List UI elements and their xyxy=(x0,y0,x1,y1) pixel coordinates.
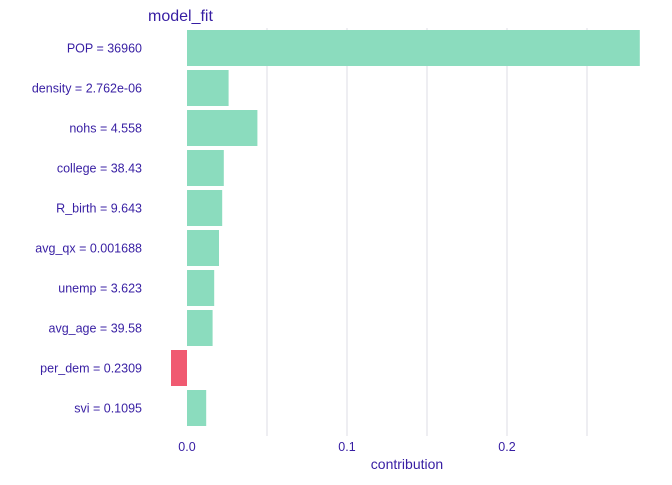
x-tick-label: 0.0 xyxy=(178,440,195,454)
category-label: nohs = 4.558 xyxy=(69,122,142,136)
category-label: R_birth = 9.643 xyxy=(56,202,142,216)
category-label: college = 38.43 xyxy=(57,162,142,176)
category-label: POP = 36960 xyxy=(67,42,142,56)
bar-8 xyxy=(171,350,187,386)
bar-1 xyxy=(187,70,229,106)
bar-2 xyxy=(187,110,258,146)
x-tick-label: 0.1 xyxy=(338,440,355,454)
category-labels: POP = 36960 density = 2.762e-06 nohs = 4.5… xyxy=(32,42,142,416)
x-tick-labels: 0.0 0.1 0.2 xyxy=(178,440,515,454)
category-label: unemp = 3.623 xyxy=(58,282,142,296)
bar-9 xyxy=(187,390,207,426)
bar-6 xyxy=(187,270,215,306)
bars xyxy=(171,30,640,426)
category-label: svi = 0.1095 xyxy=(74,402,142,416)
category-label: density = 2.762e-06 xyxy=(32,82,142,96)
category-label: avg_qx = 0.001688 xyxy=(35,242,142,256)
bar-0 xyxy=(187,30,640,66)
category-label: avg_age = 39.58 xyxy=(49,322,143,336)
grid-lines xyxy=(266,28,588,436)
bar-4 xyxy=(187,190,223,226)
category-label: per_dem = 0.2309 xyxy=(40,362,142,376)
bar-3 xyxy=(187,150,224,186)
x-tick-label: 0.2 xyxy=(498,440,515,454)
bar-5 xyxy=(187,230,219,266)
chart-title: model_fit xyxy=(148,8,213,25)
x-axis-title: contribution xyxy=(371,456,443,472)
bar-7 xyxy=(187,310,213,346)
